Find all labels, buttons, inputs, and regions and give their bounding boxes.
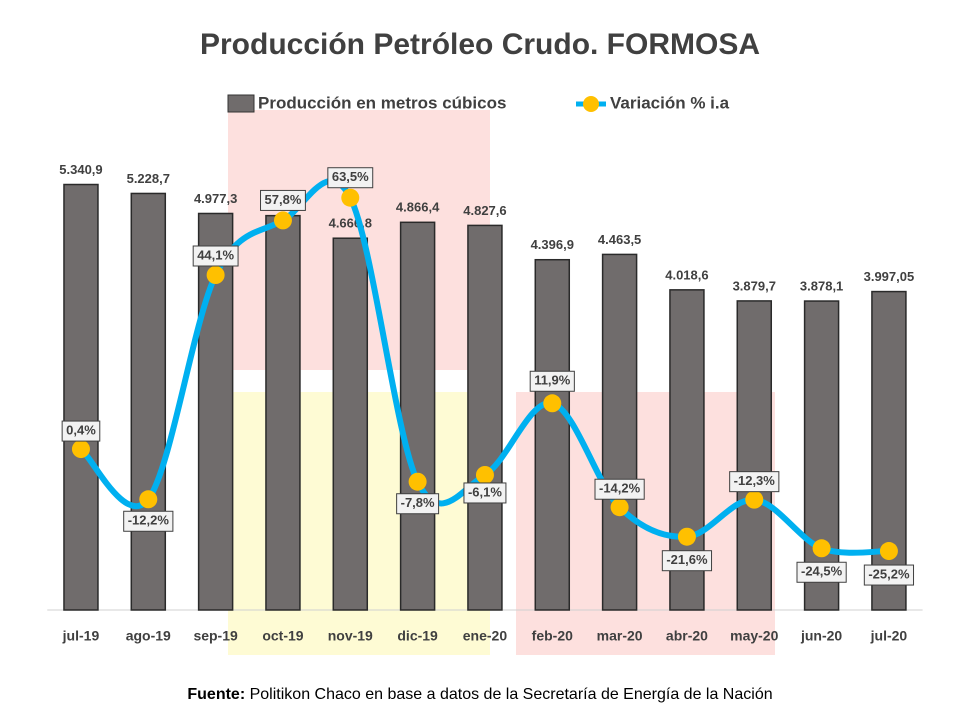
marker xyxy=(812,539,831,558)
data-label: 4.018,6 xyxy=(665,267,708,282)
x-tick-label: mar-20 xyxy=(597,628,643,644)
label-background xyxy=(260,189,306,211)
marker xyxy=(71,440,90,459)
data-label: 5.340,9 xyxy=(59,162,102,177)
label-background xyxy=(661,550,713,572)
data-label: 4.463,5 xyxy=(598,232,641,247)
data-label-box: 11,9% xyxy=(529,370,575,392)
data-label-box: -6,1% xyxy=(463,482,507,504)
x-tick-label: jun-20 xyxy=(800,628,842,644)
label-background xyxy=(192,245,239,267)
x-tick-label: jul-20 xyxy=(870,628,908,644)
data-label-box: -14,2% xyxy=(594,478,645,500)
legend-swatch xyxy=(583,96,599,112)
data-label: 3.997,05 xyxy=(864,269,915,284)
label-background xyxy=(61,420,101,442)
data-label-box: -7,8% xyxy=(396,493,440,515)
data-label: 11,9% xyxy=(534,373,571,388)
bar xyxy=(871,290,907,611)
data-label-box: -12,2% xyxy=(123,510,174,532)
data-label: -12,3% xyxy=(734,473,776,488)
label-background xyxy=(463,482,507,504)
label-background xyxy=(729,471,780,493)
marker xyxy=(273,211,292,230)
bar xyxy=(736,300,773,611)
bar xyxy=(534,258,571,611)
data-label: 3.878,1 xyxy=(800,278,843,293)
data-label: -24,5% xyxy=(801,564,843,579)
data-label-box: -12,3% xyxy=(729,471,780,493)
data-label: 57,8% xyxy=(265,192,302,207)
data-label: -25,2% xyxy=(868,566,910,581)
marker xyxy=(543,394,562,413)
label-background xyxy=(796,561,847,583)
marker xyxy=(206,266,225,285)
marker xyxy=(610,498,629,517)
data-label: -6,1% xyxy=(468,484,502,499)
legend-label: Variación % i.a xyxy=(610,93,730,112)
data-label: -7,8% xyxy=(401,495,435,510)
x-tick-label: may-20 xyxy=(730,628,778,644)
chart-title: Producción Petróleo Crudo. FORMOSA xyxy=(200,28,760,61)
data-label-box: 63,5% xyxy=(327,167,374,189)
data-label-box: 57,8% xyxy=(260,189,306,211)
bar xyxy=(265,214,301,611)
bar xyxy=(130,192,167,611)
data-label: -14,2% xyxy=(599,481,641,496)
label-background xyxy=(327,167,374,189)
source: Fuente: Politikon Chaco en base a datos … xyxy=(187,686,772,703)
x-tick-label: jul-19 xyxy=(62,628,100,644)
data-label: -12,2% xyxy=(128,513,170,528)
data-label: 0,4% xyxy=(66,423,96,438)
data-label: 3.879,7 xyxy=(733,278,776,293)
marker xyxy=(341,188,360,207)
marker xyxy=(745,490,764,509)
data-label-box: 44,1% xyxy=(192,245,239,267)
x-tick-label: nov-19 xyxy=(328,628,373,644)
bar xyxy=(332,237,369,611)
data-label: 44,1% xyxy=(197,247,234,262)
bar xyxy=(399,221,436,611)
data-label: -21,6% xyxy=(666,552,708,567)
source-label: Fuente: xyxy=(187,686,245,703)
data-label-box: 0,4% xyxy=(61,420,101,442)
data-label-box: -21,6% xyxy=(661,550,713,572)
x-tick-label: dic-19 xyxy=(397,628,438,644)
label-background xyxy=(396,493,440,515)
marker xyxy=(139,490,158,509)
source-text: Politikon Chaco en base a datos de la Se… xyxy=(250,686,773,703)
label-background xyxy=(594,478,645,500)
data-label: 4.396,9 xyxy=(531,237,574,252)
marker xyxy=(408,472,427,491)
marker xyxy=(677,527,696,546)
x-tick-label: abr-20 xyxy=(666,628,708,644)
data-label: 4.977,3 xyxy=(194,191,237,206)
bar xyxy=(803,300,840,611)
bar xyxy=(467,224,503,611)
label-background xyxy=(529,370,575,392)
legend-swatch xyxy=(227,94,255,113)
marker xyxy=(475,465,494,484)
data-label-box: -24,5% xyxy=(796,561,847,583)
legend-label: Producción en metros cúbicos xyxy=(258,93,506,112)
data-label: 4.666,8 xyxy=(329,216,372,231)
x-tick-label: ago-19 xyxy=(126,628,171,644)
data-label-box: -25,2% xyxy=(863,564,915,586)
bar xyxy=(63,183,99,611)
data-label: 5.228,7 xyxy=(127,171,170,186)
data-label: 4.866,4 xyxy=(396,200,440,215)
data-label: 63,5% xyxy=(332,169,369,184)
x-tick-label: sep-19 xyxy=(193,628,238,644)
marker xyxy=(879,542,898,561)
label-background xyxy=(123,510,174,532)
x-tick-label: oct-19 xyxy=(262,628,303,644)
data-label: 4.827,6 xyxy=(463,203,506,218)
bar xyxy=(601,253,638,611)
x-tick-label: ene-20 xyxy=(463,628,508,644)
x-tick-label: feb-20 xyxy=(532,628,573,644)
label-background xyxy=(863,564,915,586)
